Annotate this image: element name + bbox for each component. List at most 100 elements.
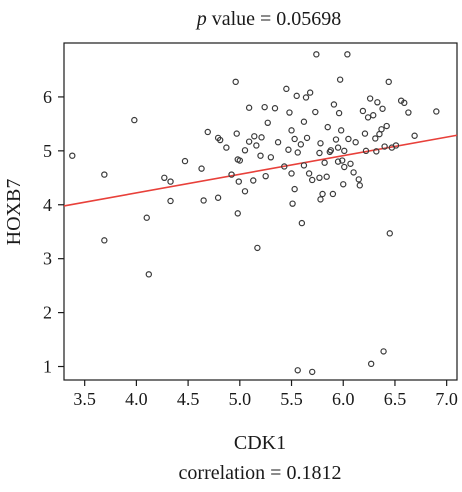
data-point xyxy=(291,185,298,193)
data-point xyxy=(345,135,352,143)
data-point xyxy=(306,89,314,96)
data-point xyxy=(383,122,390,130)
data-point xyxy=(340,181,347,188)
y-tick-label: 6 xyxy=(43,87,52,107)
data-point xyxy=(317,196,324,203)
data-point xyxy=(361,130,369,137)
data-point xyxy=(341,147,348,155)
data-point xyxy=(405,109,412,116)
x-tick-label: 4.0 xyxy=(125,389,148,409)
data-point xyxy=(294,367,301,374)
data-point xyxy=(294,149,301,156)
data-point xyxy=(352,139,359,146)
x-tick-label: 6.5 xyxy=(384,389,407,409)
data-point xyxy=(253,142,260,149)
data-point xyxy=(261,103,268,111)
data-point xyxy=(344,51,351,58)
data-point xyxy=(289,200,296,207)
data-point xyxy=(378,126,385,133)
y-tick-label: 4 xyxy=(43,195,52,215)
data-point xyxy=(143,214,150,221)
data-point xyxy=(313,51,320,58)
data-point xyxy=(167,197,174,205)
data-point xyxy=(347,160,354,167)
data-point xyxy=(214,194,222,201)
y-tick-label: 2 xyxy=(43,303,52,323)
data-point xyxy=(251,133,258,140)
data-point xyxy=(286,109,293,116)
data-point xyxy=(216,136,224,144)
data-point xyxy=(300,118,308,125)
x-tick-label: 6.0 xyxy=(332,389,355,409)
data-point xyxy=(323,173,330,180)
data-point xyxy=(321,159,328,166)
data-point xyxy=(200,197,207,204)
data-point xyxy=(359,107,367,115)
data-point xyxy=(316,174,323,181)
data-point xyxy=(362,147,370,155)
data-point xyxy=(379,105,386,112)
data-point xyxy=(262,172,269,180)
data-point xyxy=(288,127,295,134)
data-point xyxy=(288,170,295,177)
data-point xyxy=(350,169,357,176)
data-point xyxy=(324,123,331,131)
data-point xyxy=(327,147,335,154)
data-point xyxy=(198,165,205,172)
chart-title-p: p xyxy=(195,8,207,30)
data-point xyxy=(167,178,174,185)
data-point xyxy=(385,78,392,86)
data-point xyxy=(319,190,326,198)
data-point xyxy=(204,128,211,136)
data-point xyxy=(245,104,253,111)
data-point xyxy=(69,152,76,159)
data-point xyxy=(223,144,230,151)
data-point xyxy=(309,176,316,184)
data-point xyxy=(330,101,338,108)
data-point xyxy=(283,85,290,93)
data-point xyxy=(302,94,310,101)
x-tick-label: 3.5 xyxy=(73,389,96,409)
data-point xyxy=(334,158,342,165)
data-point xyxy=(337,127,345,134)
data-point xyxy=(232,78,239,86)
data-point xyxy=(411,132,418,139)
y-tick-label: 3 xyxy=(43,249,52,269)
data-point xyxy=(131,116,138,124)
data-point xyxy=(372,135,379,142)
data-point xyxy=(312,108,319,116)
data-point xyxy=(264,119,271,127)
data-point xyxy=(317,140,324,147)
data-point xyxy=(386,230,393,237)
data-point xyxy=(309,368,316,376)
plot-area-frame xyxy=(63,42,458,381)
data-point xyxy=(366,95,374,102)
x-tick-label: 7.0 xyxy=(435,389,458,409)
data-point xyxy=(364,114,372,121)
y-axis-ticks: 1 2 3 4 5 6 xyxy=(43,87,64,377)
data-point xyxy=(161,174,168,181)
x-tick-label: 5.5 xyxy=(280,389,303,409)
data-point xyxy=(281,163,288,170)
y-axis-label: HOXB7 xyxy=(3,179,25,246)
data-point xyxy=(101,171,108,178)
data-point xyxy=(300,162,308,169)
y-tick-label: 5 xyxy=(43,141,52,161)
data-point xyxy=(274,139,282,146)
data-point xyxy=(250,177,257,184)
data-point xyxy=(329,190,337,198)
data-point xyxy=(370,112,377,119)
data-point xyxy=(267,154,275,161)
data-point xyxy=(380,348,387,355)
x-axis-label: CDK1 xyxy=(234,432,286,454)
data-point xyxy=(293,92,300,100)
x-axis-ticks: 3.5 4.0 4.5 5.0 5.5 6.0 6.5 7.0 xyxy=(73,380,458,409)
data-point xyxy=(241,188,249,195)
y-tick-label: 1 xyxy=(43,357,52,377)
data-point xyxy=(236,157,244,164)
regression-line xyxy=(63,134,458,207)
data-point xyxy=(245,138,253,145)
data-point xyxy=(381,143,388,150)
data-point xyxy=(257,152,264,159)
